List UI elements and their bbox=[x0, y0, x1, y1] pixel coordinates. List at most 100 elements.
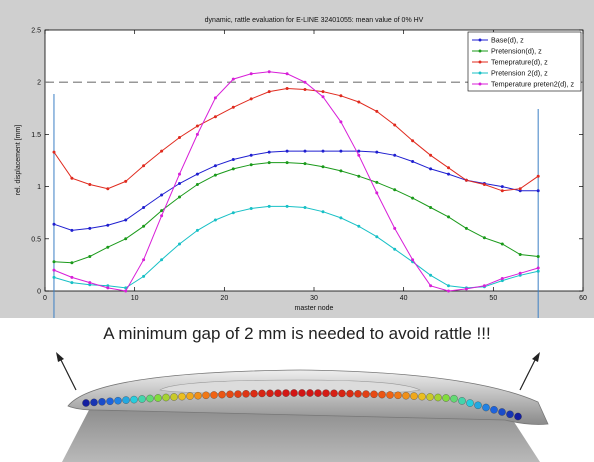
data-point bbox=[178, 242, 181, 246]
data-point bbox=[195, 183, 199, 186]
data-point bbox=[213, 115, 217, 119]
node-dot bbox=[130, 395, 138, 404]
x-tick-label: 40 bbox=[400, 295, 408, 302]
data-point bbox=[70, 228, 74, 232]
node-dot bbox=[266, 389, 274, 398]
data-point bbox=[375, 191, 379, 195]
data-point bbox=[339, 149, 343, 153]
data-point bbox=[429, 167, 433, 171]
data-point bbox=[213, 96, 217, 100]
data-point bbox=[536, 189, 540, 193]
node-dot bbox=[250, 389, 258, 398]
data-point bbox=[303, 80, 307, 84]
data-point bbox=[285, 204, 289, 208]
rattle-gap-caption: A minimum gap of 2 mm is needed to avoid… bbox=[103, 324, 491, 343]
node-dot bbox=[226, 390, 234, 399]
data-point bbox=[106, 187, 110, 191]
axes-layer: 0 10 20 30 40 50 60 0 0.5 1 1.5 2 2.5 bbox=[31, 28, 587, 303]
data-point bbox=[52, 275, 56, 279]
data-point bbox=[142, 274, 146, 278]
data-point bbox=[285, 149, 289, 153]
node-dot bbox=[170, 393, 178, 401]
node-dot bbox=[90, 398, 98, 407]
node-dot bbox=[498, 408, 506, 416]
data-point bbox=[106, 286, 110, 290]
legend-marker bbox=[478, 60, 482, 64]
node-dot bbox=[202, 391, 210, 400]
node-dot bbox=[290, 389, 298, 397]
data-point bbox=[321, 165, 325, 169]
node-dot bbox=[306, 389, 314, 397]
x-tick-label: 60 bbox=[579, 295, 587, 302]
part-photo bbox=[56, 352, 549, 462]
data-point bbox=[447, 284, 450, 288]
data-point bbox=[160, 209, 164, 213]
node-dot bbox=[506, 410, 514, 419]
data-point bbox=[249, 163, 253, 167]
series-line bbox=[53, 87, 539, 192]
data-point bbox=[52, 260, 56, 264]
data-point bbox=[303, 206, 307, 209]
data-point bbox=[464, 226, 468, 230]
data-point bbox=[500, 189, 504, 193]
data-point bbox=[375, 150, 379, 154]
data-point bbox=[249, 153, 253, 157]
data-point bbox=[321, 149, 325, 153]
data-point bbox=[142, 164, 146, 168]
data-point bbox=[357, 174, 361, 178]
data-point bbox=[303, 149, 307, 153]
line-chart: dynamic, rattle evaluation for E-LINE 32… bbox=[15, 17, 587, 318]
data-point bbox=[464, 178, 468, 182]
data-point bbox=[357, 153, 361, 157]
data-point bbox=[303, 88, 307, 91]
node-dot bbox=[106, 397, 114, 406]
data-point bbox=[106, 284, 110, 288]
data-point bbox=[70, 176, 74, 180]
data-point bbox=[536, 269, 540, 273]
node-dot bbox=[274, 389, 282, 397]
legend-label: Temeprature(d), z bbox=[491, 58, 548, 67]
series-line bbox=[53, 150, 539, 231]
data-point bbox=[536, 174, 540, 178]
data-point bbox=[267, 90, 271, 94]
data-point bbox=[213, 173, 217, 177]
data-point bbox=[88, 281, 92, 285]
node-dot bbox=[442, 394, 450, 402]
data-point bbox=[88, 226, 92, 230]
legend-label: Pretension(d), z bbox=[491, 47, 542, 56]
data-point bbox=[124, 237, 128, 241]
x-tick-label: 50 bbox=[489, 295, 497, 302]
data-point bbox=[447, 166, 450, 170]
node-dot bbox=[418, 392, 426, 401]
legend-marker bbox=[478, 71, 482, 75]
data-point bbox=[142, 224, 146, 228]
x-tick-label: 0 bbox=[43, 295, 47, 302]
data-point bbox=[106, 223, 110, 227]
data-point bbox=[160, 214, 164, 218]
x-axis-label: master node bbox=[295, 305, 334, 312]
data-point bbox=[160, 149, 164, 153]
node-dot bbox=[122, 396, 130, 404]
data-point bbox=[160, 258, 164, 262]
node-dot bbox=[466, 399, 474, 407]
series-line bbox=[53, 71, 539, 292]
chart-title: dynamic, rattle evaluation for E-LINE 32… bbox=[205, 17, 424, 24]
node-dot bbox=[186, 392, 194, 400]
data-point bbox=[411, 160, 415, 163]
node-dot bbox=[242, 390, 250, 398]
data-point bbox=[447, 289, 450, 293]
data-point bbox=[447, 215, 450, 219]
node-dot bbox=[434, 393, 442, 402]
data-point bbox=[321, 95, 325, 99]
y-tick-label: 2.5 bbox=[31, 28, 41, 35]
data-point bbox=[518, 253, 522, 256]
data-point bbox=[52, 150, 56, 154]
node-dot bbox=[82, 399, 90, 407]
data-point bbox=[267, 161, 271, 165]
y-tick-label: 1.5 bbox=[31, 132, 41, 139]
legend: Base(d), z Pretension(d), z Temeprature(d)… bbox=[467, 31, 582, 92]
y-tick-label: 0 bbox=[37, 289, 41, 296]
data-point bbox=[411, 258, 415, 262]
data-point bbox=[195, 228, 199, 232]
data-point bbox=[357, 224, 361, 228]
